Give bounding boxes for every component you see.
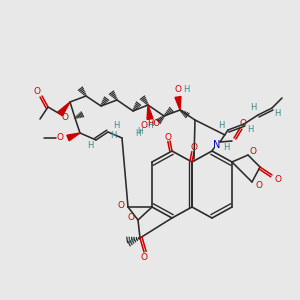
Text: O: O [274, 175, 281, 184]
Text: O: O [164, 133, 172, 142]
Text: H: H [247, 124, 253, 134]
Text: O: O [56, 134, 64, 142]
Text: O: O [61, 112, 68, 122]
Text: H: H [223, 142, 229, 152]
Text: O: O [140, 122, 148, 130]
Text: H: H [127, 238, 133, 247]
Text: H: H [274, 110, 280, 118]
Text: H: H [218, 121, 224, 130]
Polygon shape [147, 105, 153, 119]
Text: H: H [250, 103, 256, 112]
Text: O: O [239, 119, 247, 128]
Text: H: H [87, 140, 93, 149]
Text: O: O [250, 146, 256, 155]
Text: H: H [137, 127, 143, 136]
Text: O: O [175, 85, 182, 94]
Text: HO: HO [148, 119, 160, 128]
Text: O: O [128, 214, 134, 223]
Text: H: H [147, 122, 153, 130]
Text: O: O [34, 86, 40, 95]
Text: O: O [140, 254, 148, 262]
Text: H: H [183, 85, 189, 94]
Text: H: H [135, 128, 141, 137]
Text: H: H [113, 122, 119, 130]
Polygon shape [58, 102, 70, 116]
Text: O: O [256, 181, 262, 190]
Text: O: O [118, 200, 124, 209]
Polygon shape [175, 97, 181, 110]
Polygon shape [67, 133, 80, 141]
Text: H: H [110, 131, 116, 140]
Text: N: N [213, 140, 221, 150]
Text: O: O [190, 143, 197, 152]
